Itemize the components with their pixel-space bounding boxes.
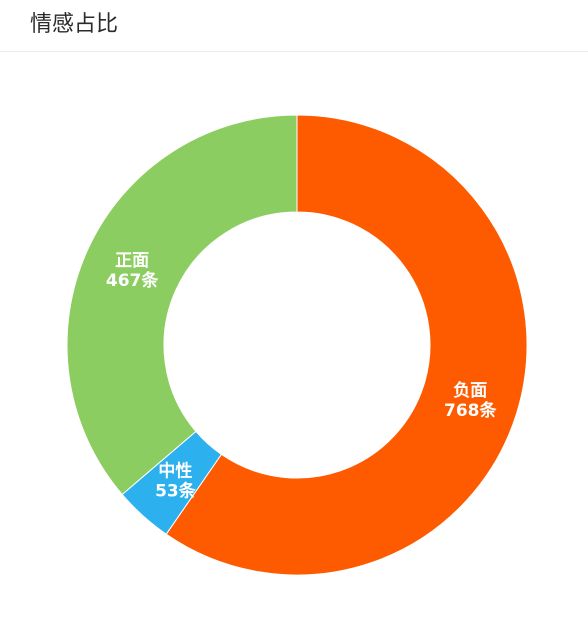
chart-area: 负面 768条中性 53条 正面 467条	[0, 52, 588, 628]
donut-slices	[66, 114, 528, 576]
donut-slice-2[interactable]	[66, 114, 298, 496]
slice-label-name-1: 中性	[158, 461, 192, 482]
slice-label-value-0: 768条	[444, 400, 497, 421]
slice-label-2: 正面 467条	[106, 251, 159, 291]
panel-title: 情感占比	[30, 12, 119, 37]
donut-slice-0[interactable]	[165, 114, 528, 576]
slice-label-name-0: 负面	[453, 380, 487, 401]
slice-label-value-2: 467条	[106, 270, 159, 291]
slice-label-name-2: 正面	[115, 251, 149, 271]
slice-label-value-1: 53条	[155, 481, 197, 502]
panel-header: 情感占比	[0, 0, 588, 52]
slice-label-1: 中性 53条	[155, 461, 197, 502]
slice-label-0: 负面 768条	[444, 380, 497, 421]
